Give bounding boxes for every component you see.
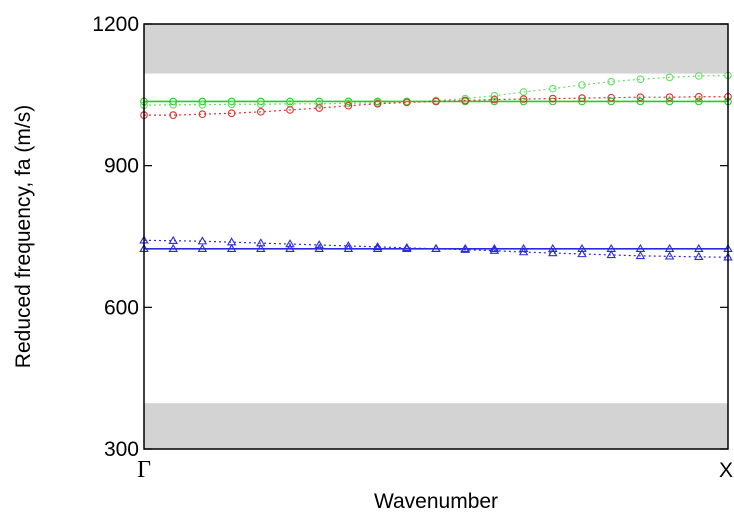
series-1-point xyxy=(665,73,674,82)
series-2-point xyxy=(227,109,236,118)
series-4-point xyxy=(197,236,208,245)
series-3-point xyxy=(256,243,266,252)
series-0-point xyxy=(578,97,586,106)
series-3-point xyxy=(548,243,558,252)
series-3-point xyxy=(694,243,704,252)
series-2-point xyxy=(665,93,674,102)
series-3-point xyxy=(168,243,178,252)
series-layer xyxy=(139,71,733,261)
series-3-point xyxy=(518,243,529,252)
series-2-point xyxy=(169,111,178,119)
x-tick-label-gamma: Γ xyxy=(137,457,151,483)
series-1-point xyxy=(694,72,703,80)
series-0-point xyxy=(665,97,674,106)
series-1-point xyxy=(344,99,353,108)
series-4-point xyxy=(489,245,500,254)
series-0-point xyxy=(636,97,645,106)
series-2-point xyxy=(402,98,411,107)
series-2-point xyxy=(344,101,353,110)
band-gap-region-0 xyxy=(144,403,728,449)
band-gap-region-1 xyxy=(144,24,728,74)
x-tick-label-x: X xyxy=(719,459,733,482)
y-axis-ticks: 300 600 900 1200 xyxy=(92,13,728,461)
series-0-point xyxy=(227,97,236,106)
series-3-point xyxy=(226,243,237,252)
series-4-point xyxy=(694,251,704,261)
series-2-point xyxy=(373,99,382,108)
series-2-point xyxy=(694,92,703,101)
series-0-point xyxy=(198,97,207,106)
series-0-point xyxy=(694,97,703,106)
series-2 xyxy=(140,92,732,119)
y-tick-label: 600 xyxy=(104,296,139,319)
y-tick-label: 300 xyxy=(104,438,139,461)
series-1-point xyxy=(578,81,586,89)
series-2-point xyxy=(315,104,324,112)
plot-frame xyxy=(143,23,729,450)
series-2-point xyxy=(548,94,557,103)
series-3-point xyxy=(577,243,587,252)
series-1-point xyxy=(315,99,324,108)
series-4-point xyxy=(256,238,266,247)
series-2-point xyxy=(490,95,499,104)
series-3-point xyxy=(372,243,383,252)
series-4-point xyxy=(314,240,324,249)
series-4-point xyxy=(548,248,558,257)
series-2-point xyxy=(256,107,265,116)
series-4-point xyxy=(372,242,383,251)
series-0-point xyxy=(519,97,528,106)
series-1-point xyxy=(636,75,645,84)
series-3-point xyxy=(197,243,208,252)
series-0-point xyxy=(548,97,557,106)
series-1-point xyxy=(227,100,236,109)
series-4-point xyxy=(577,249,587,258)
series-3-point xyxy=(489,243,500,252)
series-2-point xyxy=(461,96,470,105)
series-1-point xyxy=(548,84,557,93)
series-4-point xyxy=(518,247,529,256)
series-4-point xyxy=(168,235,178,244)
series-line-2 xyxy=(144,96,728,116)
y-axis-title: Reduced frequency, fa (m/s) xyxy=(12,105,35,368)
series-4-point xyxy=(343,241,354,250)
series-line-4 xyxy=(143,239,729,258)
band-gap-regions xyxy=(144,24,728,449)
y-tick-label: 900 xyxy=(104,155,139,178)
series-2-point xyxy=(636,93,645,102)
series-4-point xyxy=(285,239,295,248)
x-axis-title: Wavenumber xyxy=(374,490,498,513)
series-1-point xyxy=(169,100,178,109)
series-4-point xyxy=(664,251,675,260)
series-1-point xyxy=(256,100,265,109)
series-2-point xyxy=(578,94,586,102)
series-2-point xyxy=(519,95,528,103)
series-2-point xyxy=(432,97,440,106)
series-4 xyxy=(139,235,733,261)
y-tick-label: 1200 xyxy=(92,13,139,36)
series-2-point xyxy=(607,93,616,102)
series-0-point xyxy=(607,97,616,106)
series-0-point xyxy=(286,97,294,106)
series-4-point xyxy=(431,243,441,252)
series-2-point xyxy=(198,110,207,119)
series-4-point xyxy=(226,237,237,246)
series-4-point xyxy=(635,250,646,260)
series-3-point xyxy=(285,243,295,252)
series-0-point xyxy=(169,97,178,106)
series-1-point xyxy=(607,77,616,86)
series-2-point xyxy=(286,106,294,114)
series-3-point xyxy=(664,243,675,252)
series-3 xyxy=(139,243,733,252)
series-4-point xyxy=(402,242,412,252)
series-4-point xyxy=(460,244,470,253)
series-4-point xyxy=(606,250,616,259)
series-1-point xyxy=(198,100,207,109)
